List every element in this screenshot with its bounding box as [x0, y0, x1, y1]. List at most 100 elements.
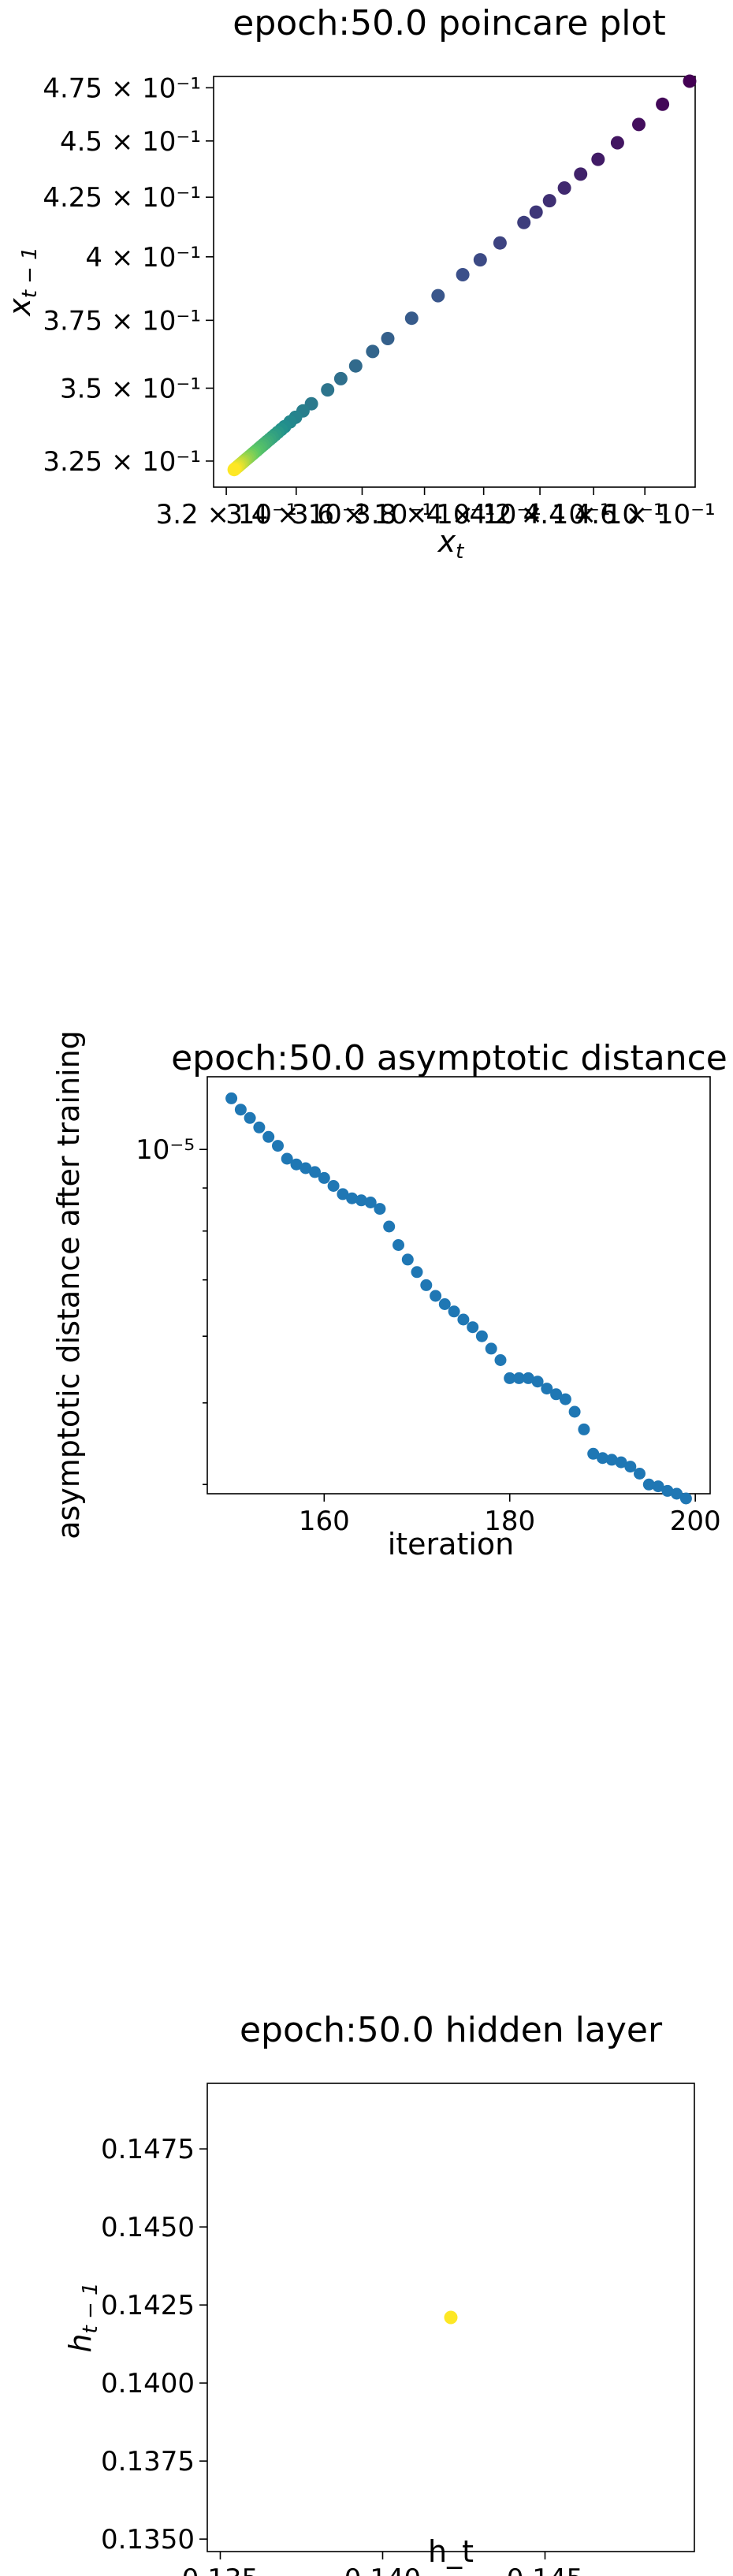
data-point	[381, 332, 395, 345]
data-point	[661, 1484, 674, 1497]
data-points	[444, 2310, 458, 2325]
data-point	[457, 1313, 470, 1326]
data-point	[420, 1279, 433, 1291]
y-axis-label: ht − 1	[63, 2282, 102, 2352]
y-tick-label: 3.25 × 10⁻¹	[43, 446, 201, 478]
y-tick-label: 3.75 × 10⁻¹	[43, 305, 201, 337]
y-tick-label: 0.1450	[101, 2212, 195, 2243]
data-point	[494, 1354, 507, 1366]
data-point	[542, 194, 556, 208]
data-point	[568, 1405, 581, 1418]
x-tick-label: 3.2 × 10⁻¹	[156, 499, 297, 530]
chart-title: epoch:50.0 poincare plot	[233, 3, 665, 43]
x-tick-label: 0.135	[182, 2563, 259, 2576]
data-point	[485, 1342, 497, 1355]
data-point	[679, 1492, 692, 1505]
x-tick-label: 0.145	[507, 2563, 583, 2576]
data-point	[401, 1253, 414, 1266]
data-point	[227, 463, 241, 477]
data-point	[473, 253, 487, 267]
data-point	[467, 1321, 479, 1334]
chart-title: epoch:50.0 asymptotic distance	[171, 1038, 727, 1078]
y-tick-label: 4.25 × 10⁻¹	[43, 182, 201, 214]
data-points	[225, 1092, 692, 1505]
data-point	[444, 2310, 458, 2325]
y-tick-label: 0.1375	[101, 2446, 195, 2477]
data-point	[642, 1478, 655, 1491]
data-point	[578, 1423, 590, 1435]
data-point	[683, 74, 697, 88]
data-point	[262, 1130, 275, 1143]
data-point	[404, 311, 419, 326]
y-axis-label: asymptotic distance after training	[51, 1030, 86, 1539]
y-tick-label: 10⁻⁵	[136, 1134, 195, 1166]
data-point	[597, 1452, 608, 1465]
data-point	[327, 1180, 340, 1192]
data-point	[550, 1388, 563, 1401]
data-point	[513, 1372, 525, 1384]
asymptotic-distance-plot: epoch:50.0 asymptotic distance 160 180 200…	[51, 1030, 727, 1562]
plot-frame	[213, 76, 696, 488]
data-point	[615, 1456, 627, 1469]
x-tick-label: 160	[299, 1506, 350, 1537]
x-tick-label: 200	[670, 1506, 721, 1537]
data-point	[522, 1372, 534, 1384]
data-point	[541, 1383, 553, 1395]
data-point	[624, 1461, 637, 1473]
y-ticks: 0.1350 0.1375 0.1400 0.1425 0.1450 0.1475	[101, 2134, 207, 2556]
data-point	[290, 1158, 303, 1171]
x-tick-label: 4.2 × 10⁻¹	[470, 499, 611, 530]
chart-title: epoch:50.0 hidden layer	[240, 2010, 663, 2050]
x-tick-label: 3.8 × 10⁻¹	[354, 499, 495, 530]
x-tick-label: 4.6 × 10⁻¹	[575, 499, 716, 530]
data-point	[383, 1220, 396, 1233]
data-point	[337, 1188, 349, 1201]
data-point	[348, 359, 363, 373]
x-tick-label: 3.6 × 10⁻¹	[292, 499, 433, 530]
data-point	[244, 1111, 256, 1124]
data-point	[587, 1447, 600, 1460]
data-point	[517, 215, 531, 229]
data-point	[430, 1290, 442, 1302]
x-tick-label: 3.4 × 10⁻¹	[225, 499, 366, 530]
y-tick-label: 0.1425	[101, 2290, 195, 2321]
data-point	[300, 1162, 312, 1174]
plot-frame	[207, 2083, 695, 2552]
data-point	[605, 1454, 618, 1466]
data-point	[318, 1171, 330, 1184]
data-point	[632, 117, 646, 132]
data-point	[355, 1194, 367, 1207]
y-ticks: 10⁻⁵	[136, 1134, 207, 1486]
data-point	[504, 1372, 516, 1384]
data-point	[448, 1305, 460, 1318]
data-point	[321, 383, 335, 397]
data-point	[411, 1266, 423, 1279]
data-point	[225, 1092, 238, 1104]
x-tick-label: 4 × 10⁻¹	[426, 499, 541, 530]
x-ticks: 0.135 0.140 0.145	[182, 2552, 583, 2576]
data-point	[431, 288, 445, 303]
y-tick-label: 3.5 × 10⁻¹	[60, 373, 201, 404]
data-point	[652, 1480, 664, 1493]
y-tick-label: 4 × 10⁻¹	[85, 242, 201, 274]
y-tick-label: 4.5 × 10⁻¹	[60, 126, 201, 158]
data-point	[557, 181, 571, 195]
data-point	[364, 1197, 377, 1208]
data-point	[281, 1152, 293, 1165]
data-point	[529, 205, 543, 219]
data-point	[493, 236, 507, 250]
x-axis-label: iteration	[388, 1527, 515, 1562]
data-point	[253, 1121, 266, 1134]
y-tick-label: 4.75 × 10⁻¹	[43, 73, 201, 104]
data-point	[366, 344, 380, 359]
y-tick-label: 0.1400	[101, 2368, 195, 2399]
data-point	[234, 1104, 247, 1116]
data-point	[559, 1393, 571, 1405]
y-tick-label: 0.1350	[101, 2524, 195, 2556]
data-point	[475, 1330, 488, 1342]
data-point	[374, 1203, 386, 1215]
data-point	[591, 152, 605, 166]
y-ticks: 3.25 × 10⁻¹ 3.5 × 10⁻¹ 3.75 × 10⁻¹ 4 × 10⁻¹…	[43, 73, 214, 478]
data-point	[531, 1375, 544, 1388]
